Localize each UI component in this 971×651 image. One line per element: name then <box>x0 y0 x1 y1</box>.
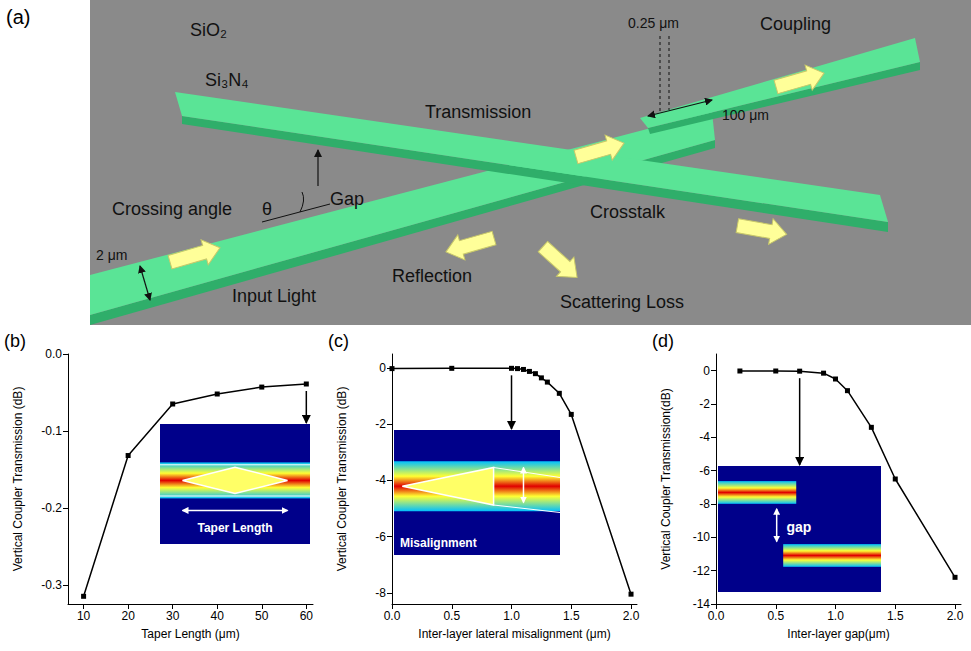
svg-text:30: 30 <box>166 609 180 623</box>
svg-text:-8: -8 <box>699 497 710 511</box>
svg-text:Crosstalk: Crosstalk <box>590 202 666 222</box>
svg-text:Crossing angle: Crossing angle <box>112 199 232 219</box>
svg-text:1.0: 1.0 <box>827 609 844 623</box>
svg-text:θ: θ <box>262 199 272 219</box>
svg-text:(b): (b) <box>4 331 26 351</box>
svg-text:Vertical Coupler Transmission: Vertical Coupler Transmission (dB) <box>11 387 25 572</box>
svg-text:40: 40 <box>211 609 225 623</box>
svg-text:Transmission: Transmission <box>425 102 531 122</box>
svg-text:60: 60 <box>300 609 314 623</box>
svg-text:0: 0 <box>703 364 710 378</box>
svg-text:(d): (d) <box>652 331 674 351</box>
svg-text:Coupling: Coupling <box>760 14 831 34</box>
svg-text:0: 0 <box>379 361 386 375</box>
svg-text:(a): (a) <box>6 6 30 28</box>
svg-text:Inter-layer gap(μm): Inter-layer gap(μm) <box>787 627 889 641</box>
svg-text:-0.2: -0.2 <box>41 501 62 515</box>
svg-text:1.5: 1.5 <box>887 609 904 623</box>
svg-text:-0.3: -0.3 <box>41 578 62 592</box>
svg-text:2.0: 2.0 <box>623 609 640 623</box>
svg-text:2 μm: 2 μm <box>96 247 127 263</box>
svg-text:50: 50 <box>255 609 269 623</box>
svg-text:Scattering Loss: Scattering Loss <box>560 292 684 312</box>
svg-text:Gap: Gap <box>330 189 364 209</box>
svg-text:-6: -6 <box>699 464 710 478</box>
svg-text:Misalignment: Misalignment <box>400 536 477 550</box>
svg-text:-6: -6 <box>375 530 386 544</box>
svg-text:0.5: 0.5 <box>767 609 784 623</box>
svg-text:0.0: 0.0 <box>384 609 401 623</box>
svg-text:-4: -4 <box>699 430 710 444</box>
svg-text:-12: -12 <box>693 564 711 578</box>
svg-text:0.0: 0.0 <box>45 347 62 361</box>
svg-text:-0.1: -0.1 <box>41 424 62 438</box>
svg-text:Taper Length: Taper Length <box>197 521 272 535</box>
svg-text:(c): (c) <box>328 331 349 351</box>
svg-text:-14: -14 <box>692 597 710 611</box>
svg-text:-10: -10 <box>693 530 711 544</box>
svg-text:2.0: 2.0 <box>947 609 964 623</box>
svg-text:-4: -4 <box>375 473 386 487</box>
svg-text:1.5: 1.5 <box>563 609 580 623</box>
svg-text:-2: -2 <box>375 417 386 431</box>
svg-text:SiO₂: SiO₂ <box>190 20 227 40</box>
svg-text:0.25 μm: 0.25 μm <box>628 15 679 31</box>
svg-text:Taper Length (μm): Taper Length (μm) <box>141 627 239 641</box>
svg-text:Input Light: Input Light <box>232 286 316 306</box>
svg-text:20: 20 <box>121 609 135 623</box>
svg-text:Vertical Coupler Transmission(: Vertical Coupler Transmission(dB) <box>659 388 673 569</box>
svg-text:100 μm: 100 μm <box>722 107 769 123</box>
svg-text:Reflection: Reflection <box>392 266 472 286</box>
svg-text:0.0: 0.0 <box>708 609 725 623</box>
svg-text:-8: -8 <box>375 586 386 600</box>
svg-text:gap: gap <box>786 519 811 535</box>
svg-text:1.0: 1.0 <box>503 609 520 623</box>
svg-text:0.5: 0.5 <box>443 609 460 623</box>
svg-text:Inter-layer lateral misalignme: Inter-layer lateral misalignment (μm) <box>418 627 610 641</box>
svg-text:Vertical Coupler Transmission: Vertical Coupler Transmission (dB) <box>335 387 349 572</box>
svg-text:10: 10 <box>77 609 91 623</box>
svg-text:-2: -2 <box>699 397 710 411</box>
svg-text:Si₃N₄: Si₃N₄ <box>205 70 249 90</box>
